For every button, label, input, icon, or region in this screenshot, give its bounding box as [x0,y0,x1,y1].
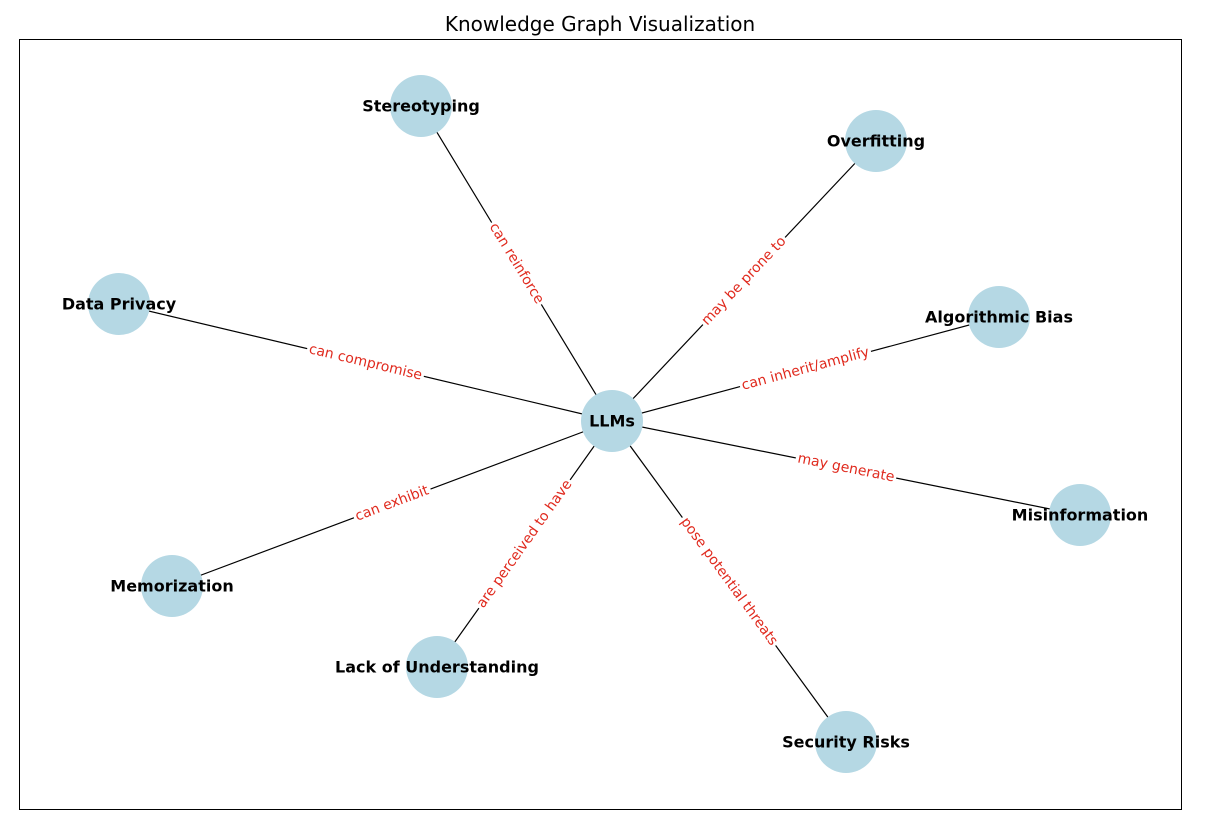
node-label-data-privacy: Data Privacy [62,295,177,314]
node-label-algorithmic-bias: Algorithmic Bias [925,308,1073,327]
node-overfitting [845,110,907,172]
edge-label-overfitting: may be prone to [696,231,792,331]
node-stereotyping [390,75,452,137]
node-label-stereotyping: Stereotyping [362,97,480,116]
node-label-memorization: Memorization [110,577,233,596]
edge-label-background [696,231,792,331]
edge-label-background [305,339,426,386]
edge-label-text: can inherit/amplify [740,344,871,394]
node-llms [581,390,643,452]
edge-label-text: are perceived to have [474,477,576,611]
edge-label-algorithmic-bias: can inherit/amplify [737,342,874,396]
edge-label-memorization: can exhibit [350,480,434,527]
edge-label-stereotyping: can reinforce [483,217,550,310]
plot-frame [19,39,1182,810]
graph-title: Knowledge Graph Visualization [445,12,755,36]
edge-label-background [471,474,578,614]
edge-label-misinformation: may generate [794,449,898,487]
node-label-llms: LLMs [589,412,635,431]
edge-label-text: pose potential threats [677,514,781,648]
labels-layer: LLMs Stereotyping Overfitting Data Privacy A… [62,97,1148,752]
edge-label-security-risks: pose potential threats [675,512,783,651]
node-label-misinformation: Misinformation [1012,506,1149,525]
edge-label-text: may generate [796,450,896,485]
node-data-privacy [88,273,150,335]
node-security-risks [815,711,877,773]
node-label-lack-of-understanding: Lack of Understanding [335,658,539,677]
node-misinformation [1049,484,1111,546]
edge-label-text: can compromise [307,341,423,383]
edge-label-background [483,217,550,310]
edge-label-background [794,449,898,487]
edge-label-background [350,480,434,527]
edge-label-text: may be prone to [698,233,789,328]
edge-label-lack-of-understanding: are perceived to have [471,474,578,614]
edge-label-text: can exhibit [353,482,431,524]
edge-label-data-privacy: can compromise [305,339,426,386]
node-label-security-risks: Security Risks [782,733,910,752]
node-label-overfitting: Overfitting [827,132,925,151]
edge-label-text: can reinforce [486,220,547,307]
nodes-layer [88,75,1111,773]
node-algorithmic-bias [968,286,1030,348]
edge-label-background [737,342,874,396]
node-memorization [141,555,203,617]
node-lack-of-understanding [406,636,468,698]
edge-label-background [675,512,783,651]
